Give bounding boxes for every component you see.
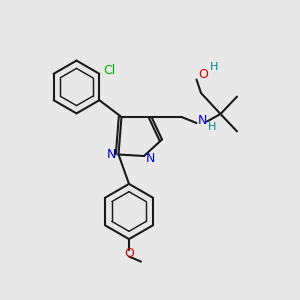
Text: H: H [208, 122, 216, 132]
Text: N: N [146, 152, 155, 165]
Text: H: H [210, 62, 219, 73]
Text: N: N [107, 148, 117, 161]
Text: Cl: Cl [104, 64, 116, 77]
Text: N: N [198, 113, 207, 127]
Text: O: O [124, 247, 134, 260]
Text: O: O [198, 68, 208, 81]
